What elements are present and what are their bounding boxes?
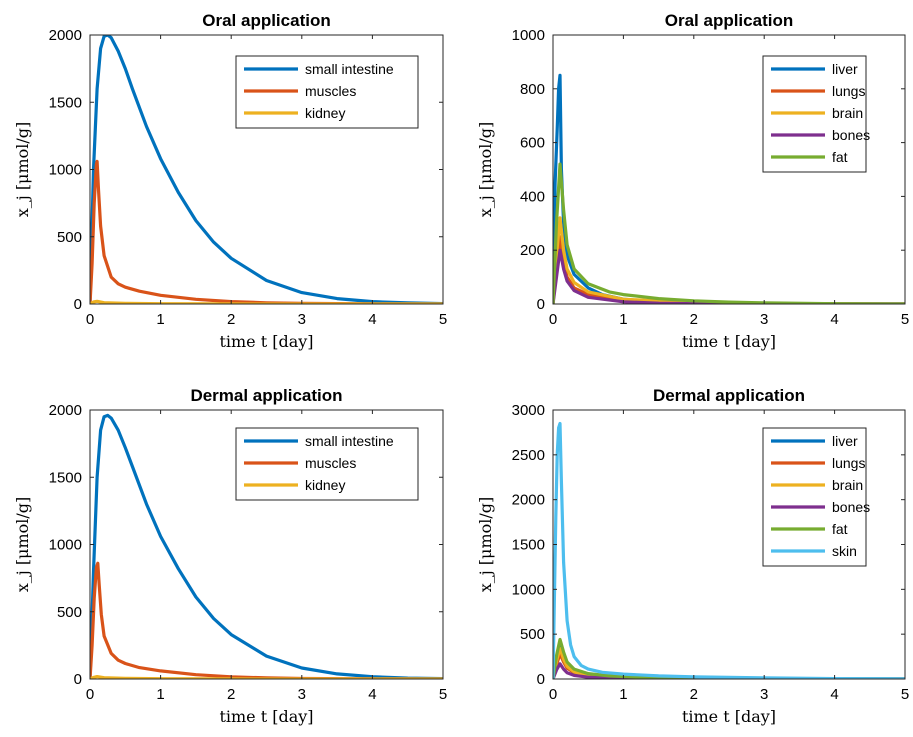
legend-label: liver [832, 433, 858, 449]
y-tick-label: 500 [520, 626, 545, 643]
legend-label: brain [832, 477, 863, 493]
chart-title: Oral application [665, 11, 793, 30]
y-tick-label: 1500 [512, 537, 545, 554]
x-tick-label: 0 [549, 686, 557, 703]
y-tick-label: 1000 [512, 27, 545, 44]
legend-label: kidney [305, 105, 345, 121]
x-tick-label: 1 [619, 311, 627, 328]
legend-label: bones [832, 499, 870, 515]
series-line-small-intestine [90, 413, 443, 679]
chart-panel-2: 0 1 2 3 4 5 0 200 400 600 800 1000 Oral application t… [476, 11, 909, 351]
legend-label: brain [832, 105, 863, 121]
chart-title: Dermal application [190, 386, 342, 405]
legend-label: fat [832, 149, 848, 165]
chart-title: Oral application [202, 11, 330, 30]
y-tick-label: 0 [74, 296, 82, 313]
y-axis-label: x_j [μmol/g] [13, 497, 32, 593]
x-tick-label: 2 [227, 686, 235, 703]
x-tick-label: 3 [298, 686, 306, 703]
legend-label: muscles [305, 83, 356, 99]
y-tick-label: 0 [74, 671, 82, 688]
series-line-skin [553, 421, 905, 679]
x-tick-label: 0 [86, 311, 94, 328]
y-tick-label: 0 [537, 296, 545, 313]
y-tick-label: 0 [537, 671, 545, 688]
chart-panel-1: 0 1 2 3 4 5 0 500 1000 1500 2000 Oral application ti… [13, 11, 447, 351]
legend: small intestine muscles kidney [235, 427, 419, 501]
legend-label: lungs [832, 455, 865, 471]
x-tick-label: 2 [227, 311, 235, 328]
y-tick-label: 2500 [512, 447, 545, 464]
legend-label: bones [832, 127, 870, 143]
y-axis-label: x_j [μmol/g] [13, 122, 32, 218]
x-tick-label: 0 [86, 686, 94, 703]
legend-box [762, 427, 867, 567]
y-tick-label: 1500 [49, 469, 82, 486]
y-tick-label: 600 [520, 135, 545, 152]
x-tick-label: 0 [549, 311, 557, 328]
chart-title: Dermal application [653, 386, 805, 405]
y-tick-label: 2000 [49, 27, 82, 44]
x-tick-label: 5 [439, 311, 447, 328]
y-tick-label: 2000 [49, 402, 82, 419]
x-tick-label: 2 [690, 686, 698, 703]
x-tick-label: 4 [830, 686, 838, 703]
legend-label: skin [832, 543, 857, 559]
x-tick-label: 4 [830, 311, 838, 328]
y-tick-label: 2000 [512, 492, 545, 509]
x-tick-label: 3 [298, 311, 306, 328]
y-tick-label: 1500 [49, 94, 82, 111]
legend-label: liver [832, 61, 858, 77]
x-tick-label: 5 [901, 311, 909, 328]
y-axis-label: x_j [μmol/g] [476, 497, 495, 593]
x-tick-label: 5 [439, 686, 447, 703]
y-axis-label: x_j [μmol/g] [476, 122, 495, 218]
legend-label: lungs [832, 83, 865, 99]
legend: liver lungs brain bones fat [762, 55, 870, 173]
x-axis-label: time t [day] [219, 332, 313, 351]
x-tick-label: 1 [156, 686, 164, 703]
x-axis-label: time t [day] [219, 707, 313, 726]
x-axis-label: time t [day] [682, 707, 776, 726]
x-tick-label: 3 [760, 686, 768, 703]
y-tick-label: 800 [520, 81, 545, 98]
y-tick-label: 500 [57, 604, 82, 621]
y-tick-label: 1000 [49, 162, 82, 179]
legend-label: kidney [305, 477, 345, 493]
y-tick-label: 400 [520, 188, 545, 205]
x-tick-label: 5 [901, 686, 909, 703]
series-group [553, 73, 905, 304]
y-tick-label: 200 [520, 242, 545, 259]
x-tick-label: 3 [760, 311, 768, 328]
legend: liver lungs brain bones fat skin [762, 427, 870, 567]
chart-panel-3: 0 1 2 3 4 5 0 500 1000 1500 2000 Dermal application… [13, 386, 447, 726]
legend-label: small intestine [305, 61, 394, 77]
x-axis-label: time t [day] [682, 332, 776, 351]
series-line-small-intestine [90, 35, 443, 304]
legend: small intestine muscles kidney [235, 55, 419, 129]
chart-panel-4: 0 1 2 3 4 5 0 500 1000 1500 2000 2500 3000 Dermal app… [476, 386, 909, 726]
x-tick-label: 2 [690, 311, 698, 328]
y-tick-label: 1000 [49, 537, 82, 554]
legend-label: small intestine [305, 433, 394, 449]
axes-box [552, 34, 906, 305]
y-tick-label: 3000 [512, 402, 545, 419]
x-tick-label: 4 [368, 686, 376, 703]
x-tick-label: 1 [619, 686, 627, 703]
y-tick-label: 1000 [512, 581, 545, 598]
series-line-fat [553, 162, 905, 304]
y-tick-label: 500 [57, 229, 82, 246]
x-tick-label: 4 [368, 311, 376, 328]
legend-label: fat [832, 521, 848, 537]
legend-label: muscles [305, 455, 356, 471]
x-tick-label: 1 [156, 311, 164, 328]
